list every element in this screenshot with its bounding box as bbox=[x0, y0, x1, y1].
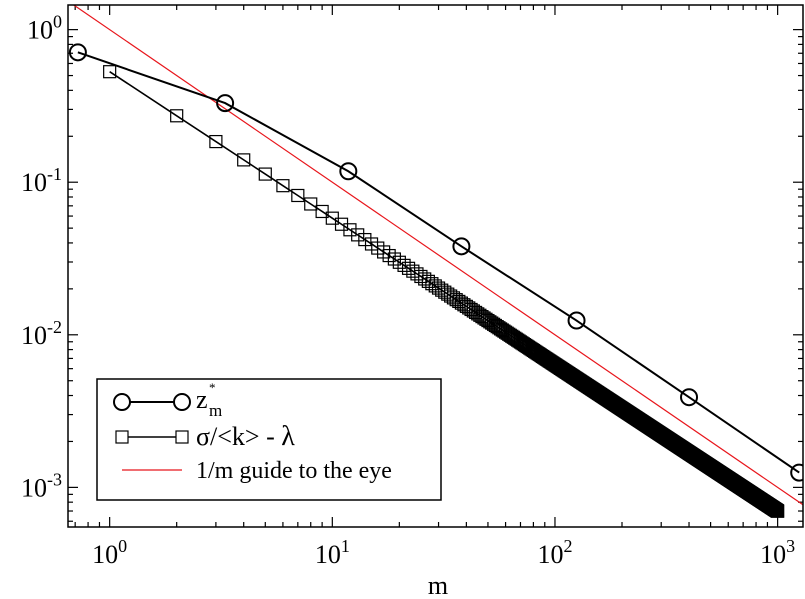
square-marker bbox=[414, 269, 428, 284]
legend: z* mσ/<k> - λ 1/m guide to the eye bbox=[96, 378, 442, 501]
legend-square-marker bbox=[175, 430, 189, 444]
x-tick-label: 102 bbox=[537, 536, 572, 569]
y-tick-label: 10-2 bbox=[21, 317, 62, 350]
square-marker bbox=[209, 134, 223, 149]
square-marker bbox=[418, 272, 432, 286]
x-tick-label: 101 bbox=[315, 536, 350, 569]
legend-box bbox=[96, 378, 442, 501]
y-tick-label: 10-1 bbox=[21, 164, 62, 197]
legend-square-marker bbox=[115, 430, 129, 444]
guide-line bbox=[72, 5, 803, 506]
circle-marker bbox=[68, 43, 87, 62]
square-marker bbox=[410, 267, 424, 281]
circle-marker bbox=[567, 311, 586, 330]
series-circles-line bbox=[77, 51, 800, 474]
tick-labels: 100 101 102 103 10-3 10-2 10-1 100 bbox=[21, 12, 795, 569]
square-marker bbox=[103, 65, 117, 79]
x-axis-label: m bbox=[428, 571, 448, 599]
legend-label-squares: σ/<k> - λ bbox=[196, 421, 295, 452]
square-marker bbox=[170, 109, 184, 123]
square-marker bbox=[258, 167, 272, 181]
x-tick-label: 100 bbox=[92, 536, 127, 569]
circle-marker bbox=[680, 388, 699, 407]
square-marker bbox=[421, 274, 435, 288]
x-tick-label: 103 bbox=[760, 536, 795, 569]
square-marker bbox=[358, 232, 372, 247]
plot-frame bbox=[67, 4, 804, 528]
square-marker bbox=[343, 223, 357, 237]
square-marker bbox=[304, 197, 318, 211]
square-marker bbox=[276, 179, 290, 193]
circle-marker bbox=[339, 162, 358, 181]
square-marker bbox=[382, 248, 396, 263]
square-marker bbox=[351, 228, 365, 242]
circle-marker bbox=[790, 463, 803, 482]
legend-circle-marker bbox=[113, 393, 131, 411]
legend-label-guide: 1/m guide to the eye bbox=[196, 458, 392, 484]
circle-marker bbox=[452, 237, 471, 256]
y-tick-label: 10-3 bbox=[21, 469, 62, 502]
square-marker bbox=[406, 264, 420, 278]
legend-circle-marker bbox=[173, 393, 191, 411]
circle-marker bbox=[216, 94, 235, 113]
square-marker bbox=[771, 504, 785, 518]
square-marker bbox=[237, 153, 251, 167]
y-tick-label: 100 bbox=[27, 12, 62, 45]
series-layer bbox=[68, 5, 803, 518]
square-marker bbox=[449, 293, 463, 307]
axis-ticks bbox=[68, 5, 803, 527]
square-marker bbox=[315, 204, 329, 219]
square-marker bbox=[446, 291, 461, 305]
square-marker bbox=[291, 188, 305, 203]
legend-label-circles: z* m bbox=[196, 380, 222, 420]
